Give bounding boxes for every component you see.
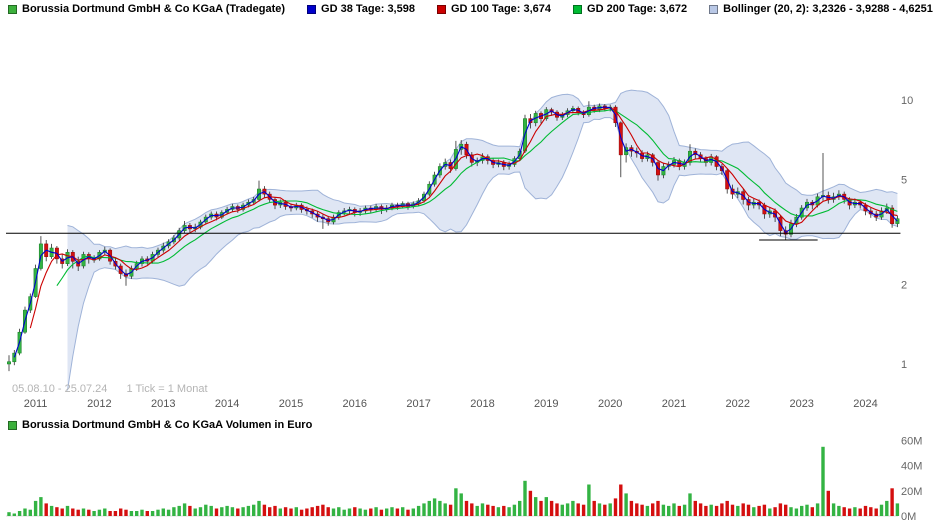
volume-legend: Borussia Dortmund GmbH & Co KGaA Volumen… <box>8 419 312 431</box>
bollinger-swatch-icon <box>709 4 719 14</box>
legend-bollinger-label: Bollinger (20, 2): 3,2326 - 3,9288 - 4,6… <box>723 3 933 15</box>
tick-interval-label: 1 Tick = 1 Monat <box>126 383 208 395</box>
svg-text:2012: 2012 <box>87 398 111 410</box>
svg-text:10: 10 <box>901 95 913 107</box>
svg-text:20M: 20M <box>901 486 922 498</box>
svg-text:2: 2 <box>901 280 907 292</box>
svg-text:2016: 2016 <box>343 398 367 410</box>
svg-text:2020: 2020 <box>598 398 622 410</box>
legend-gd100-label: GD 100 Tage: 3,674 <box>450 3 552 15</box>
svg-text:2021: 2021 <box>662 398 686 410</box>
chart-legend: Borussia Dortmund GmbH & Co KGaA (Tradeg… <box>8 3 933 15</box>
svg-text:0M: 0M <box>901 511 916 523</box>
svg-text:2017: 2017 <box>406 398 430 410</box>
legend-bollinger: Bollinger (20, 2): 3,2326 - 3,9288 - 4,6… <box>709 3 933 15</box>
period-range-label: 05.08.10 - 25.07.24 <box>12 383 108 395</box>
svg-text:40M: 40M <box>901 461 922 473</box>
volume-swatch-icon <box>8 420 17 430</box>
svg-text:2024: 2024 <box>853 398 877 410</box>
gd38-swatch-icon <box>307 4 317 14</box>
svg-text:2015: 2015 <box>279 398 303 410</box>
volume-legend-label: Borussia Dortmund GmbH & Co KGaA Volumen… <box>22 419 313 431</box>
gd200-swatch-icon <box>573 4 583 14</box>
svg-text:1: 1 <box>901 359 907 371</box>
svg-text:2019: 2019 <box>534 398 558 410</box>
svg-text:2018: 2018 <box>470 398 494 410</box>
legend-gd38: GD 38 Tage: 3,598 <box>307 3 415 15</box>
series-swatch-icon <box>8 4 17 14</box>
legend-gd200: GD 200 Tage: 3,672 <box>573 3 687 15</box>
gd100-swatch-icon <box>436 4 446 14</box>
svg-text:5: 5 <box>901 175 907 187</box>
svg-text:2023: 2023 <box>789 398 813 410</box>
svg-text:60M: 60M <box>901 436 922 448</box>
legend-gd100: GD 100 Tage: 3,674 <box>436 3 552 15</box>
legend-gd200-label: GD 200 Tage: 3,672 <box>587 3 688 15</box>
svg-text:2014: 2014 <box>215 398 239 410</box>
svg-text:2022: 2022 <box>726 398 750 410</box>
legend-gd38-label: GD 38 Tage: 3,598 <box>321 3 415 15</box>
svg-text:2013: 2013 <box>151 398 175 410</box>
period-note: 05.08.10 - 25.07.24 1 Tick = 1 Monat <box>12 383 208 395</box>
legend-series-label: Borussia Dortmund GmbH & Co KGaA (Tradeg… <box>22 3 286 15</box>
svg-text:2011: 2011 <box>24 398 48 410</box>
legend-series: Borussia Dortmund GmbH & Co KGaA (Tradeg… <box>8 3 285 15</box>
